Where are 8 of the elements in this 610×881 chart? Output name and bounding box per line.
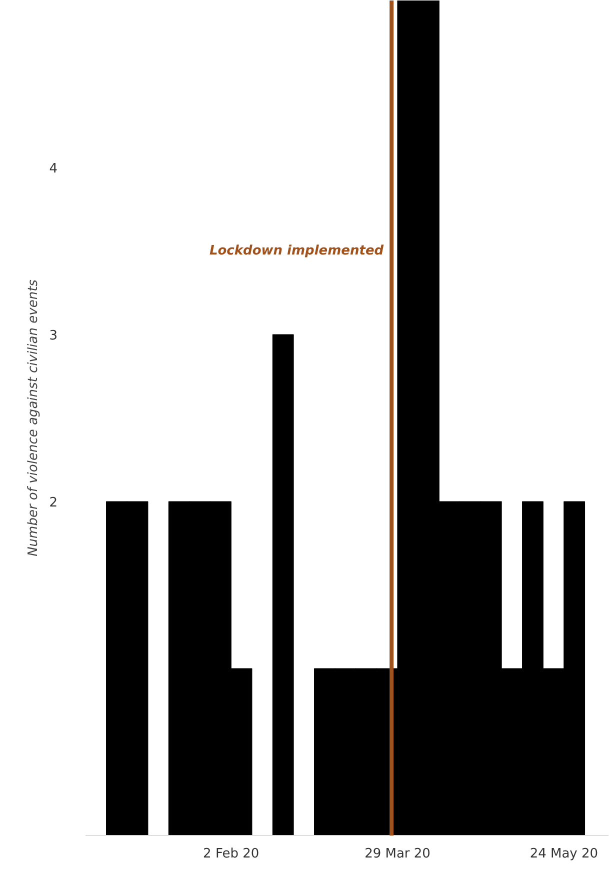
- x-tick-label: 29 Mar 20: [364, 846, 430, 862]
- y-tick-label: 4: [49, 162, 58, 176]
- y-tick-label: 2: [49, 496, 58, 510]
- y-tick-label: 3: [49, 328, 58, 344]
- x-tick-label: 2 Feb 20: [203, 846, 260, 862]
- y-axis-title: Number of violence against civilian events: [26, 279, 42, 556]
- ref-line-label: Lockdown implemented: [209, 244, 384, 258]
- x-tick-label: 24 May 20: [530, 846, 598, 862]
